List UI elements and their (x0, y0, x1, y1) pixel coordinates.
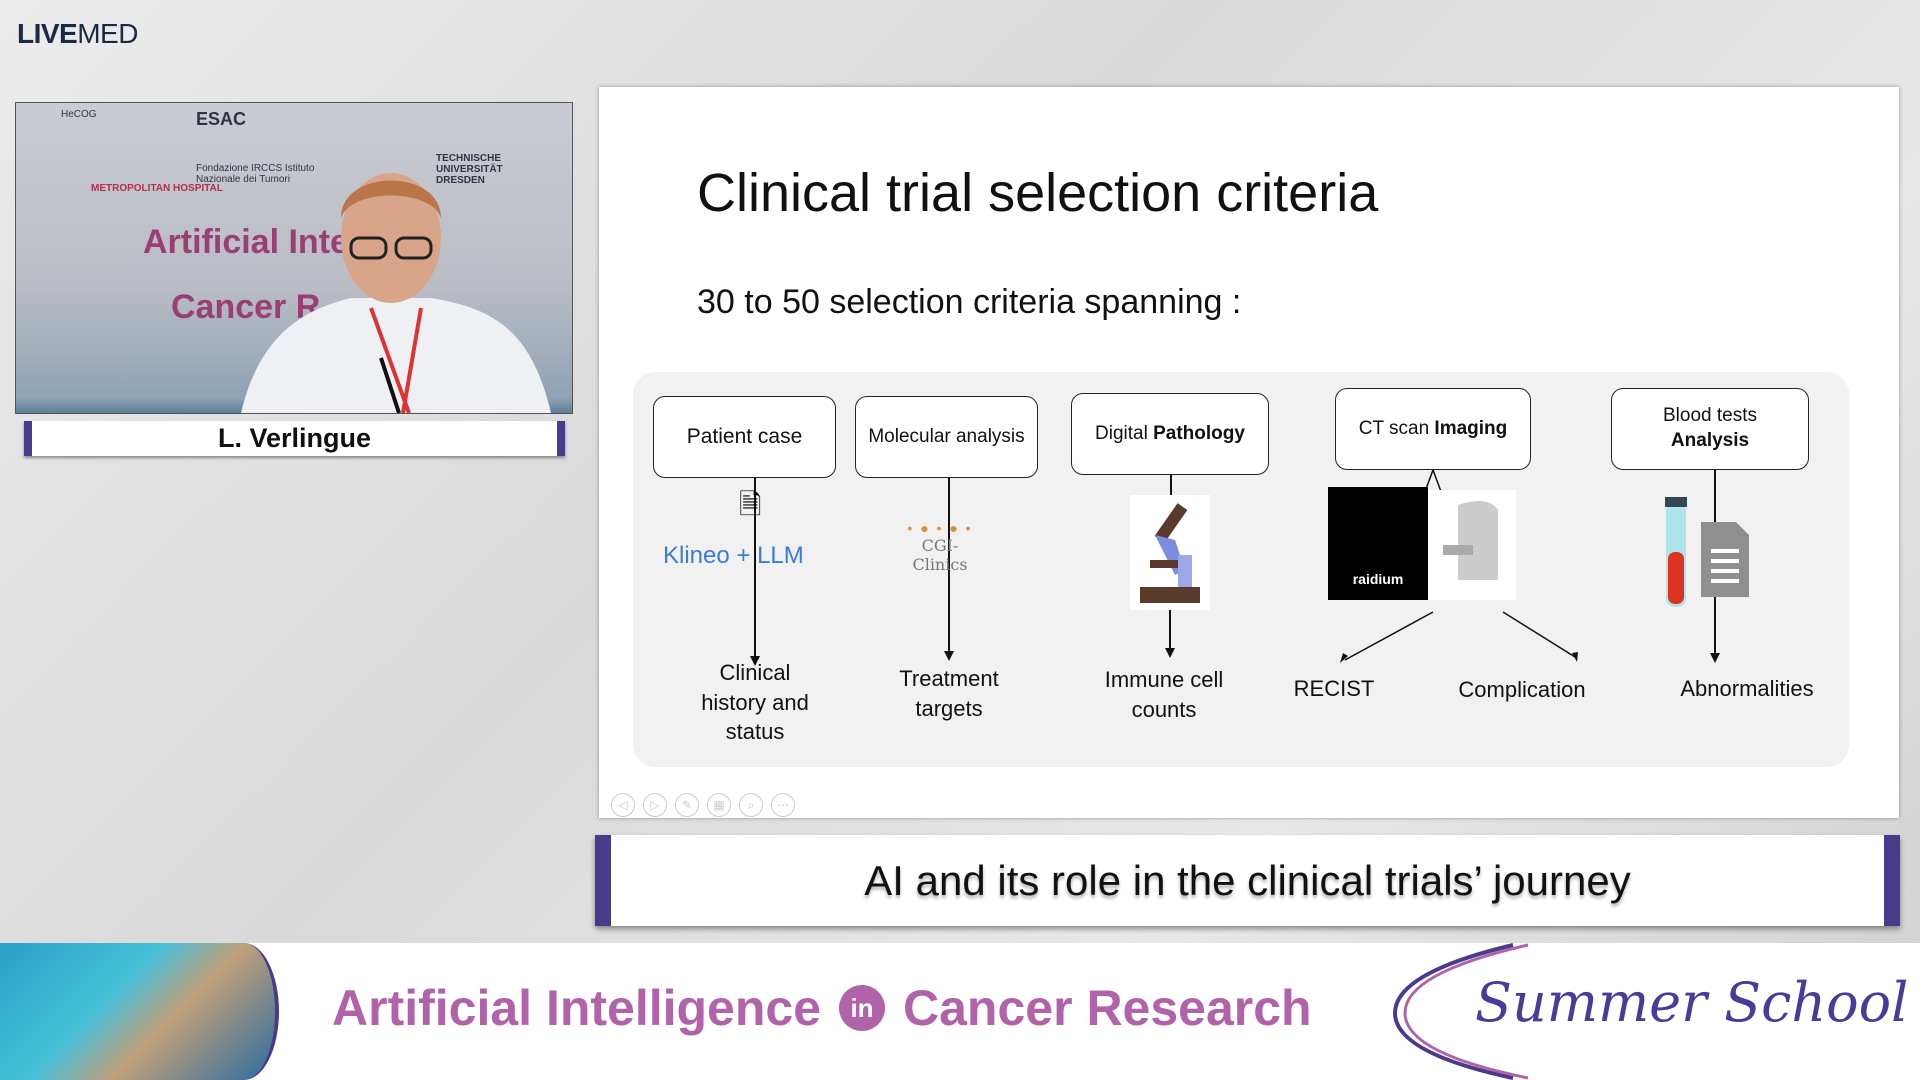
cgi-clinics-logo: • ● • ● • CGI-Clinics (907, 520, 973, 574)
microscope-icon (1130, 495, 1210, 610)
box-blood-tests-analysis: Blood tests Analysis (1611, 388, 1809, 470)
sponsor-logo: ESAC (196, 109, 247, 129)
backdrop-text: Cancer R (171, 288, 321, 326)
speaker-name: L. Verlingue (24, 421, 565, 456)
box-patient-case: Patient case (653, 396, 836, 478)
next-icon[interactable]: ▷ (643, 793, 667, 817)
output-recist: RECIST (1293, 676, 1375, 701)
slide-toolbar: ◁ ▷ ✎ ▦ ⌕ ⋯ (611, 793, 795, 817)
sponsor-logo: METROPOLITAN HOSPITAL (91, 183, 223, 194)
slide-title: Clinical trial selection criteria (697, 163, 1379, 223)
summer-school-text: Summer School (1475, 971, 1909, 1034)
output-treatment-targets: Treatment targets (899, 666, 999, 721)
prev-icon[interactable]: ◁ (611, 793, 635, 817)
output-abnormalities: Abnormalities (1680, 676, 1814, 701)
sponsor-logo: HeCOG (61, 109, 97, 120)
ct-scanner-icon (1428, 490, 1516, 600)
zoom-icon[interactable]: ⌕ (739, 793, 763, 817)
presentation-slide: Clinical trial selection criteria 30 to … (599, 87, 1899, 818)
more-icon[interactable]: ⋯ (771, 793, 795, 817)
box-digital-pathology: Digital Pathology (1071, 393, 1269, 475)
banner-image (0, 943, 279, 1080)
output-immune-cell-counts: Immune cell counts (1104, 667, 1224, 722)
banner-ellipse (1393, 943, 1529, 1080)
arrow-line (1170, 475, 1172, 495)
slides-icon[interactable]: ▦ (707, 793, 731, 817)
banner-title: Artificial Intelligence in Cancer Research (332, 980, 1312, 1036)
box-ct-scan-imaging: CT scan Imaging (1335, 388, 1531, 470)
sponsor-logo: Fondazione IRCCS Istituto Nazionale dei … (196, 163, 315, 185)
pen-icon[interactable]: ✎ (675, 793, 699, 817)
box-molecular-analysis: Molecular analysis (855, 396, 1038, 478)
backdrop-text: Artificial Inte (143, 223, 349, 261)
arrows (750, 469, 1720, 666)
event-banner: Artificial Intelligence in Cancer Research… (0, 943, 1920, 1080)
sponsor-logo: TECHNISCHE UNIVERSITÄT DRESDEN (436, 153, 503, 186)
speaker-video: HeCOG ESAC Fondazione IRCCS Istituto Naz… (15, 102, 573, 414)
session-caption: AI and its role in the clinical trials’ … (595, 835, 1900, 926)
blood-test-icon (1665, 497, 1749, 607)
arrow-line (1169, 610, 1171, 650)
arrow-line (754, 478, 756, 658)
criteria-diagram: Patient case Molecular analysis Digital … (633, 372, 1849, 767)
klineo-llm-logo: Klineo + LLM (663, 542, 804, 569)
speaker-figure (241, 173, 551, 413)
output-complication: Complication (1458, 677, 1586, 702)
raidium-logo: raidium (1328, 487, 1428, 600)
document-icon: 🗎 (739, 489, 762, 520)
output-clinical-history: Clinical history and status (701, 660, 809, 745)
arrow-line (948, 478, 950, 653)
slide-subtitle: 30 to 50 selection criteria spanning : (697, 283, 1242, 321)
livemed-logo: LIVEMED (17, 18, 138, 49)
